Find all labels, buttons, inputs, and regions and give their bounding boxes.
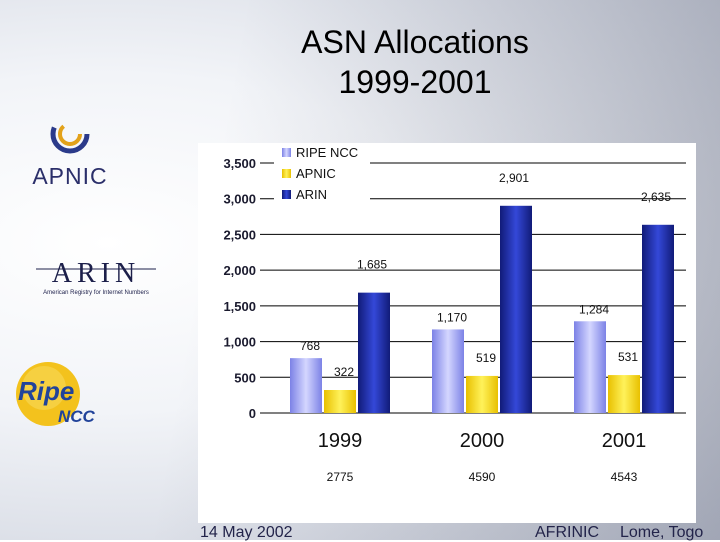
data-label-arin: 2,901 bbox=[499, 171, 529, 185]
bar-arin bbox=[642, 224, 674, 413]
y-tick-label: 2,500 bbox=[223, 227, 256, 242]
y-tick-label: 2,000 bbox=[223, 263, 256, 278]
y-tick-label: 0 bbox=[249, 406, 256, 421]
data-labels: 768 322 1,685 1,170 519 2,901 1,284 531 2,635 bbox=[300, 171, 671, 379]
data-label-ripe-ncc: 768 bbox=[300, 339, 320, 353]
asn-allocations-chart: 0 500 1,000 1,500 2,000 2,500 3,000 3,500 768 32… bbox=[198, 143, 696, 523]
category-total-label: 2775 bbox=[327, 470, 354, 484]
x-axis-categories: 1999 2775 2000 4590 2001 4543 bbox=[318, 430, 647, 484]
category-total-label: 4543 bbox=[611, 470, 638, 484]
y-tick-label: 500 bbox=[234, 370, 256, 385]
ripe-logo-sub: NCC bbox=[58, 407, 96, 426]
data-label-apnic: 519 bbox=[476, 351, 496, 365]
arin-logo-text: ARIN bbox=[52, 258, 140, 289]
legend-swatch-ripe-ncc bbox=[282, 148, 291, 157]
y-axis-ticks: 0 500 1,000 1,500 2,000 2,500 3,000 3,500 bbox=[223, 156, 256, 421]
bar-arin bbox=[500, 205, 532, 413]
bar-ripe-ncc bbox=[290, 358, 322, 413]
data-label-ripe-ncc: 1,170 bbox=[437, 310, 467, 324]
arin-logo: ARIN American Registry for Internet Numb… bbox=[34, 258, 164, 300]
arin-logo-tagline: American Registry for Internet Numbers bbox=[43, 290, 149, 296]
footer-location: Lome, Togo bbox=[620, 524, 704, 541]
legend-label-arin: ARIN bbox=[296, 187, 327, 202]
x-category-label: 2001 bbox=[602, 430, 647, 452]
y-tick-label: 1,000 bbox=[223, 335, 256, 350]
bar-apnic bbox=[324, 390, 356, 413]
category-total-label: 4590 bbox=[469, 470, 496, 484]
apnic-logo-text: APNIC bbox=[32, 163, 107, 189]
bar-chart-svg: 0 500 1,000 1,500 2,000 2,500 3,000 3,500 768 32… bbox=[223, 143, 686, 484]
data-label-apnic: 531 bbox=[618, 350, 638, 364]
ripe-logo-text: Ripe bbox=[18, 376, 74, 406]
bar-apnic bbox=[608, 375, 640, 413]
legend-swatch-arin bbox=[282, 190, 291, 199]
bars bbox=[290, 205, 674, 413]
data-label-apnic: 322 bbox=[334, 365, 354, 379]
slide-title: ASN Allocations 1999-2001 bbox=[200, 22, 630, 102]
bar-ripe-ncc bbox=[432, 329, 464, 413]
bar-apnic bbox=[466, 375, 498, 413]
chart-legend: RIPE NCC APNIC ARIN bbox=[274, 143, 370, 209]
apnic-swirl-icon bbox=[50, 114, 90, 154]
slide-title-line2: 1999-2001 bbox=[338, 64, 492, 100]
y-tick-label: 3,000 bbox=[223, 192, 256, 207]
ripe-ncc-logo: Ripe NCC bbox=[14, 360, 118, 430]
bar-arin bbox=[358, 292, 390, 413]
data-label-arin: 2,635 bbox=[641, 190, 671, 204]
legend-label-apnic: APNIC bbox=[296, 166, 336, 181]
legend-swatch-apnic bbox=[282, 169, 291, 178]
apnic-logo: APNIC bbox=[14, 112, 126, 192]
bar-ripe-ncc bbox=[574, 321, 606, 413]
data-label-arin: 1,685 bbox=[357, 258, 387, 272]
x-category-label: 1999 bbox=[318, 430, 363, 452]
footer-org: AFRINIC bbox=[535, 524, 599, 541]
y-tick-label: 3,500 bbox=[223, 156, 256, 171]
y-tick-label: 1,500 bbox=[223, 299, 256, 314]
slide-title-line1: ASN Allocations bbox=[301, 24, 529, 60]
legend-label-ripe-ncc: RIPE NCC bbox=[296, 145, 358, 160]
x-category-label: 2000 bbox=[460, 430, 505, 452]
footer-date: 14 May 2002 bbox=[200, 524, 293, 541]
data-label-ripe-ncc: 1,284 bbox=[579, 302, 609, 316]
